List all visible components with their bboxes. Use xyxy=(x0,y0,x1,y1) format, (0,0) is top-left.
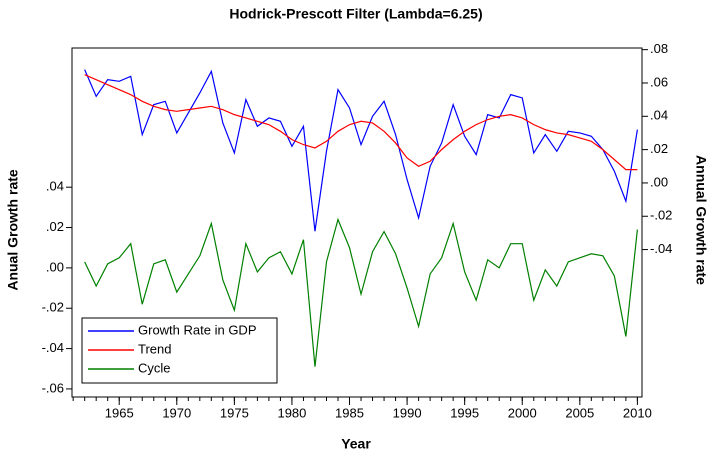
legend-label: Cycle xyxy=(138,360,171,375)
x-tick-label: 2005 xyxy=(565,405,594,420)
chart-title: Hodrick-Prescott Filter (Lambda=6.25) xyxy=(229,6,482,22)
y2-tick-label: -.02 xyxy=(650,208,672,223)
x-tick-label: 1990 xyxy=(393,405,422,420)
x-tick-label: 1965 xyxy=(105,405,134,420)
legend-label: Growth Rate in GDP xyxy=(138,322,257,337)
y2-tick-label: .08 xyxy=(650,41,668,56)
series-line xyxy=(84,74,638,171)
x-tick-label: 1980 xyxy=(277,405,306,420)
y2-tick-label: .06 xyxy=(650,74,668,89)
y2-tick-label: -.04 xyxy=(650,241,672,256)
x-axis-label: Year xyxy=(341,436,371,452)
y-tick-label: .02 xyxy=(46,219,64,234)
y2-axis-label: Annual Growth rate xyxy=(693,155,709,285)
x-tick-label: 1970 xyxy=(162,405,191,420)
x-tick-label: 1975 xyxy=(220,405,249,420)
y2-tick-label: .04 xyxy=(650,108,668,123)
x-tick-label: 1995 xyxy=(450,405,479,420)
y-tick-label: -.06 xyxy=(42,380,64,395)
y-tick-label: -.02 xyxy=(42,300,64,315)
x-tick-label: 2010 xyxy=(623,405,652,420)
x-tick-label: 1985 xyxy=(335,405,364,420)
y2-tick-label: .02 xyxy=(650,141,668,156)
legend-label: Trend xyxy=(138,341,171,356)
y-tick-label: .00 xyxy=(46,259,64,274)
y-axis-label: Anual Growth rate xyxy=(5,169,21,291)
plot-frame xyxy=(71,47,643,398)
y2-tick-label: .00 xyxy=(650,174,668,189)
series-line xyxy=(84,217,638,367)
y-tick-label: .04 xyxy=(46,179,64,194)
y-tick-label: -.04 xyxy=(42,340,64,355)
series-line xyxy=(84,69,638,232)
x-tick-label: 2000 xyxy=(508,405,537,420)
